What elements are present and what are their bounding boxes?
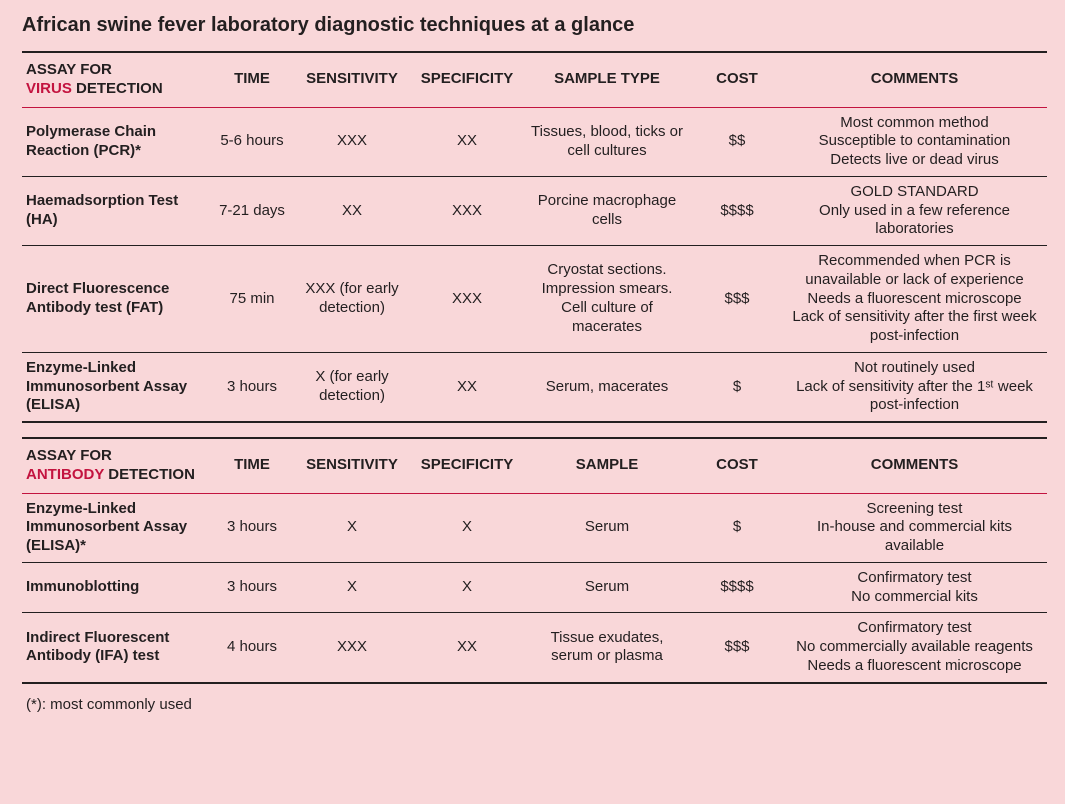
col-header-specificity: SPECIFICITY <box>412 52 522 107</box>
section-header-row: ASSAY FORVIRUS DETECTIONTIMESENSITIVITYS… <box>22 52 1047 107</box>
cell-sensitivity: XXX <box>292 613 412 683</box>
col-header-sensitivity: SENSITIVITY <box>292 438 412 493</box>
cell-specificity: XX <box>412 352 522 422</box>
cell-specificity: XXX <box>412 176 522 245</box>
cell-comments: Not routinely usedLack of sensitivity af… <box>782 352 1047 422</box>
cell-assay: Enzyme-Linked Immunosorbent Assay (ELISA… <box>22 493 212 562</box>
cell-sample: Serum <box>522 562 692 613</box>
cell-assay: Immunoblotting <box>22 562 212 613</box>
cell-sample: Serum, macerates <box>522 352 692 422</box>
cell-cost: $$$ <box>692 613 782 683</box>
cell-comments: Confirmatory testNo commercial kits <box>782 562 1047 613</box>
cell-time: 4 hours <box>212 613 292 683</box>
col-header-cost: COST <box>692 52 782 107</box>
col-header-comments: COMMENTS <box>782 438 1047 493</box>
cell-specificity: XX <box>412 613 522 683</box>
cell-cost: $$$$ <box>692 176 782 245</box>
table-row: Indirect Fluorescent Antibody (IFA) test… <box>22 613 1047 683</box>
cell-time: 75 min <box>212 246 292 353</box>
cell-assay: Polymerase Chain Reaction (PCR)* <box>22 107 212 176</box>
footnote: (*): most commonly used <box>22 696 1047 713</box>
cell-time: 5-6 hours <box>212 107 292 176</box>
cell-comments: Most common methodSusceptible to contami… <box>782 107 1047 176</box>
table-row: Direct Fluorescence Antibody test (FAT)7… <box>22 246 1047 353</box>
cell-cost: $ <box>692 493 782 562</box>
col-header-sensitivity: SENSITIVITY <box>292 52 412 107</box>
cell-sensitivity: X (for early detection) <box>292 352 412 422</box>
cell-time: 3 hours <box>212 493 292 562</box>
col-header-time: TIME <box>212 52 292 107</box>
cell-sample: Cryostat sections. Impression smears. Ce… <box>522 246 692 353</box>
table-row: Polymerase Chain Reaction (PCR)*5-6 hour… <box>22 107 1047 176</box>
cell-cost: $$$ <box>692 246 782 353</box>
cell-assay: Haemadsorption Test (HA) <box>22 176 212 245</box>
cell-specificity: XX <box>412 107 522 176</box>
cell-sensitivity: X <box>292 493 412 562</box>
col-header-cost: COST <box>692 438 782 493</box>
cell-assay: Direct Fluorescence Antibody test (FAT) <box>22 246 212 353</box>
col-header-comments: COMMENTS <box>782 52 1047 107</box>
cell-sensitivity: XXX <box>292 107 412 176</box>
section-header-row: ASSAY FORANTIBODY DETECTIONTIMESENSITIVI… <box>22 438 1047 493</box>
col-header-sample: SAMPLE <box>522 438 692 493</box>
cell-comments: Confirmatory testNo commercially availab… <box>782 613 1047 683</box>
col-header-assay: ASSAY FORVIRUS DETECTION <box>22 52 212 107</box>
cell-sensitivity: X <box>292 562 412 613</box>
diagnostics-table: ASSAY FORVIRUS DETECTIONTIMESENSITIVITYS… <box>22 51 1047 684</box>
cell-assay: Enzyme-Linked Immunosorbent Assay (ELISA… <box>22 352 212 422</box>
col-header-time: TIME <box>212 438 292 493</box>
cell-sample: Serum <box>522 493 692 562</box>
cell-sample: Porcine macrophage cells <box>522 176 692 245</box>
cell-comments: Recommended when PCR is unavailable or l… <box>782 246 1047 353</box>
table-row: Enzyme-Linked Immunosorbent Assay (ELISA… <box>22 352 1047 422</box>
col-header-specificity: SPECIFICITY <box>412 438 522 493</box>
col-header-sample: SAMPLE TYPE <box>522 52 692 107</box>
table-row: Enzyme-Linked Immunosorbent Assay (ELISA… <box>22 493 1047 562</box>
cell-cost: $$$$ <box>692 562 782 613</box>
cell-time: 7-21 days <box>212 176 292 245</box>
page-title: African swine fever laboratory diagnosti… <box>22 14 1047 37</box>
cell-sample: Tissues, blood, ticks or cell cultures <box>522 107 692 176</box>
cell-specificity: X <box>412 493 522 562</box>
cell-sensitivity: XXX (for early detection) <box>292 246 412 353</box>
table-row: Haemadsorption Test (HA)7-21 daysXXXXXPo… <box>22 176 1047 245</box>
cell-specificity: XXX <box>412 246 522 353</box>
cell-time: 3 hours <box>212 352 292 422</box>
cell-time: 3 hours <box>212 562 292 613</box>
cell-assay: Indirect Fluorescent Antibody (IFA) test <box>22 613 212 683</box>
cell-cost: $ <box>692 352 782 422</box>
cell-cost: $$ <box>692 107 782 176</box>
cell-comments: GOLD STANDARDOnly used in a few referenc… <box>782 176 1047 245</box>
cell-specificity: X <box>412 562 522 613</box>
table-row: Immunoblotting3 hoursXXSerum$$$$Confirma… <box>22 562 1047 613</box>
col-header-assay: ASSAY FORANTIBODY DETECTION <box>22 438 212 493</box>
cell-sample: Tissue exudates, serum or plasma <box>522 613 692 683</box>
cell-comments: Screening testIn-house and commercial ki… <box>782 493 1047 562</box>
cell-sensitivity: XX <box>292 176 412 245</box>
